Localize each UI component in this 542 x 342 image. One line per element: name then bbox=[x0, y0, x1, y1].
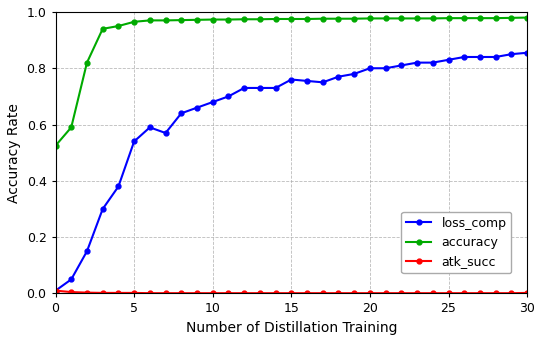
atk_succ bbox=[68, 290, 74, 294]
atk_succ bbox=[508, 291, 515, 295]
accuracy bbox=[256, 17, 263, 21]
accuracy bbox=[304, 17, 310, 21]
atk_succ bbox=[272, 291, 279, 295]
atk_succ bbox=[115, 291, 121, 295]
atk_succ bbox=[351, 291, 358, 295]
loss_comp bbox=[225, 94, 231, 98]
accuracy bbox=[68, 125, 74, 129]
accuracy bbox=[367, 16, 373, 21]
accuracy bbox=[131, 20, 137, 24]
atk_succ bbox=[225, 291, 231, 295]
atk_succ bbox=[398, 291, 405, 295]
accuracy bbox=[241, 17, 247, 21]
accuracy bbox=[225, 17, 231, 22]
loss_comp bbox=[493, 55, 499, 59]
loss_comp bbox=[446, 58, 452, 62]
accuracy bbox=[52, 144, 59, 148]
atk_succ bbox=[241, 291, 247, 295]
loss_comp bbox=[83, 249, 90, 253]
accuracy bbox=[461, 16, 468, 20]
atk_succ bbox=[477, 291, 483, 295]
atk_succ bbox=[461, 291, 468, 295]
atk_succ bbox=[288, 291, 294, 295]
atk_succ bbox=[524, 291, 531, 295]
atk_succ bbox=[304, 291, 310, 295]
loss_comp bbox=[477, 55, 483, 59]
accuracy bbox=[209, 17, 216, 22]
loss_comp bbox=[256, 86, 263, 90]
atk_succ bbox=[493, 291, 499, 295]
accuracy bbox=[493, 16, 499, 20]
accuracy bbox=[335, 17, 342, 21]
loss_comp bbox=[162, 131, 169, 135]
loss_comp bbox=[178, 111, 184, 115]
accuracy bbox=[524, 15, 531, 19]
loss_comp bbox=[398, 63, 405, 67]
accuracy bbox=[383, 16, 389, 21]
loss_comp bbox=[68, 277, 74, 281]
atk_succ bbox=[209, 291, 216, 295]
loss_comp bbox=[52, 289, 59, 293]
loss_comp bbox=[351, 72, 358, 76]
accuracy bbox=[351, 17, 358, 21]
atk_succ bbox=[193, 291, 200, 295]
Line: atk_succ: atk_succ bbox=[53, 288, 530, 295]
loss_comp bbox=[320, 80, 326, 84]
atk_succ bbox=[414, 291, 421, 295]
loss_comp bbox=[241, 86, 247, 90]
loss_comp bbox=[131, 140, 137, 144]
accuracy bbox=[430, 16, 436, 21]
loss_comp bbox=[146, 125, 153, 129]
loss_comp bbox=[335, 75, 342, 79]
Line: accuracy: accuracy bbox=[53, 15, 530, 148]
accuracy bbox=[178, 18, 184, 22]
loss_comp bbox=[272, 86, 279, 90]
Y-axis label: Accuracy Rate: Accuracy Rate bbox=[7, 103, 21, 203]
loss_comp bbox=[99, 207, 106, 211]
accuracy bbox=[193, 18, 200, 22]
atk_succ bbox=[256, 291, 263, 295]
accuracy bbox=[99, 27, 106, 31]
accuracy bbox=[414, 16, 421, 21]
atk_succ bbox=[367, 291, 373, 295]
loss_comp bbox=[288, 77, 294, 81]
atk_succ bbox=[430, 291, 436, 295]
atk_succ bbox=[383, 291, 389, 295]
loss_comp bbox=[209, 100, 216, 104]
atk_succ bbox=[52, 289, 59, 293]
Legend: loss_comp, accuracy, atk_succ: loss_comp, accuracy, atk_succ bbox=[402, 212, 512, 273]
loss_comp bbox=[508, 52, 515, 56]
accuracy bbox=[398, 16, 405, 21]
loss_comp bbox=[383, 66, 389, 70]
atk_succ bbox=[131, 291, 137, 295]
atk_succ bbox=[83, 291, 90, 295]
loss_comp bbox=[115, 184, 121, 188]
atk_succ bbox=[178, 291, 184, 295]
atk_succ bbox=[335, 291, 342, 295]
atk_succ bbox=[99, 291, 106, 295]
accuracy bbox=[288, 17, 294, 21]
accuracy bbox=[162, 18, 169, 23]
accuracy bbox=[83, 61, 90, 65]
accuracy bbox=[446, 16, 452, 20]
loss_comp bbox=[524, 51, 531, 55]
loss_comp bbox=[414, 61, 421, 65]
loss_comp bbox=[367, 66, 373, 70]
loss_comp bbox=[304, 79, 310, 83]
accuracy bbox=[146, 18, 153, 23]
atk_succ bbox=[162, 291, 169, 295]
Line: loss_comp: loss_comp bbox=[53, 50, 530, 293]
accuracy bbox=[272, 17, 279, 21]
X-axis label: Number of Distillation Training: Number of Distillation Training bbox=[185, 321, 397, 335]
loss_comp bbox=[430, 61, 436, 65]
accuracy bbox=[320, 17, 326, 21]
atk_succ bbox=[446, 291, 452, 295]
atk_succ bbox=[146, 291, 153, 295]
accuracy bbox=[477, 16, 483, 20]
accuracy bbox=[508, 16, 515, 20]
accuracy bbox=[115, 24, 121, 28]
atk_succ bbox=[320, 291, 326, 295]
loss_comp bbox=[193, 106, 200, 110]
loss_comp bbox=[461, 55, 468, 59]
